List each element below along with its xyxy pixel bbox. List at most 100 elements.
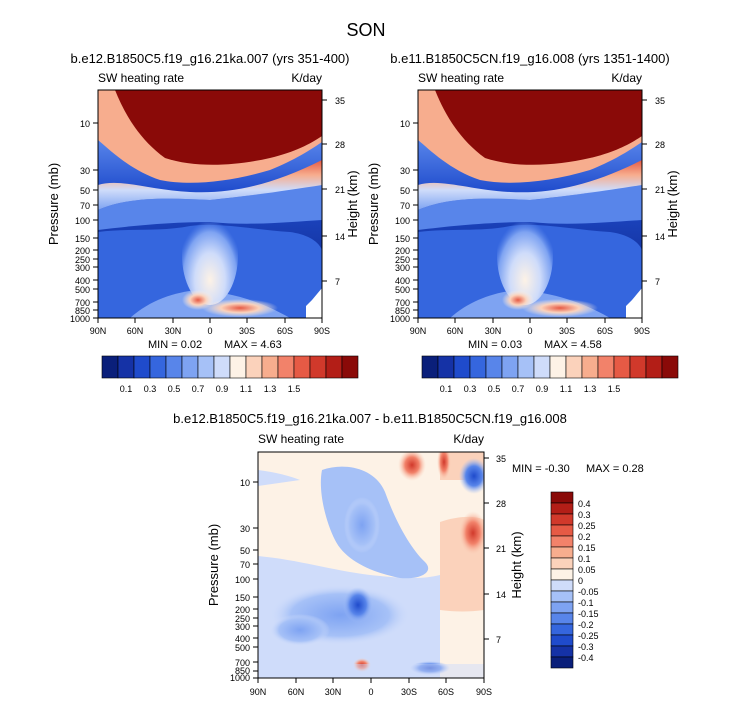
colorbar-swatch	[149, 355, 167, 379]
y-tick-label: 50	[240, 546, 250, 556]
panel-1: b.e12.B1850C5.f19_g16.21ka.007 (yrs 351-…	[46, 51, 360, 394]
colorbar-swatch	[629, 355, 647, 379]
panel-2-max: MAX = 4.58	[544, 339, 602, 351]
colorbar-label: -0.4	[578, 653, 594, 663]
x-tick-label: 30N	[485, 326, 502, 336]
colorbar-swatch	[293, 355, 311, 379]
colorbar-swatch	[550, 513, 574, 526]
y-tick-label: 300	[395, 263, 410, 273]
colorbar-label: 0.2	[578, 532, 591, 542]
x-tick-label: 90N	[250, 687, 267, 697]
panel-3-colorbar: 0.4 0.3 0.25 0.2 0.15 0.1 0.05 0 -0.05 -…	[550, 491, 599, 669]
panel-1-x-ticks: 90N 60N 30N 0 30S 60S 90S	[90, 318, 330, 336]
colorbar-swatch	[229, 355, 247, 379]
colorbar-swatch	[469, 355, 487, 379]
colorbar-swatch	[550, 524, 574, 537]
panel-2-title: b.e11.B1850C5CN.f19_g16.008 (yrs 1351-14…	[390, 51, 669, 66]
panel-2-y2-ticks: 35 28 21 14 7	[642, 96, 665, 287]
colorbar-label: -0.25	[578, 631, 599, 641]
x-tick-label: 60N	[288, 687, 305, 697]
colorbar-2-swatches	[421, 355, 679, 379]
y-tick-label: 500	[395, 285, 410, 295]
y2-tick-label: 21	[335, 185, 345, 195]
x-tick-label: 0	[527, 326, 532, 336]
panel-1-y2-ticks: 35 28 21 14 7	[322, 96, 345, 287]
panel-1-y-ticks: 10 30 50 70 100 150 200 250 300 400 500 …	[70, 119, 98, 324]
colorbar-label: 1.1	[560, 384, 573, 394]
y2-tick-label: 7	[655, 277, 660, 287]
colorbar-swatch	[550, 612, 574, 625]
y-tick-label: 70	[400, 201, 410, 211]
panel-2-x-ticks: 90N 60N 30N 0 30S 60S 90S	[410, 318, 650, 336]
panel-3-min: MIN = -0.30	[512, 463, 570, 475]
colorbar-label: 0.15	[578, 543, 596, 553]
y2-tick-label: 21	[496, 544, 506, 554]
colorbar-swatch	[550, 590, 574, 603]
y-tick-label: 200	[395, 246, 410, 256]
x-tick-label: 30N	[165, 326, 182, 336]
panel-2-colorbar: 0.1 0.3 0.5 0.7 0.9 1.1 1.3 1.5	[421, 355, 679, 394]
x-tick-label: 90S	[476, 687, 492, 697]
y-tick-label: 50	[400, 186, 410, 196]
panel-3-max: MAX = 0.28	[586, 463, 644, 475]
y-tick-label: 150	[235, 593, 250, 603]
colorbar-swatch	[181, 355, 199, 379]
x-tick-label: 0	[368, 687, 373, 697]
y-tick-label: 70	[80, 201, 90, 211]
panel-3-ylabel: Pressure (mb)	[206, 524, 221, 606]
colorbar-swatch	[550, 634, 574, 647]
colorbar-label: 0.5	[168, 384, 181, 394]
colorbar-label: 0.3	[578, 510, 591, 520]
panel-2-min: MIN = 0.03	[468, 339, 522, 351]
y-tick-label: 850	[395, 306, 410, 316]
y-tick-label: 850	[75, 306, 90, 316]
colorbar-swatch	[550, 645, 574, 658]
panel-2-right-label: K/day	[611, 71, 642, 85]
figure-title: SON	[346, 20, 385, 40]
colorbar-swatch	[485, 355, 503, 379]
colorbar-swatch	[550, 601, 574, 614]
colorbar-label: 0.3	[144, 384, 157, 394]
colorbar-swatch	[549, 355, 567, 379]
y-tick-label: 200	[235, 605, 250, 615]
y2-tick-label: 28	[496, 499, 506, 509]
colorbar-swatch	[661, 355, 679, 379]
y-tick-label: 100	[235, 575, 250, 585]
panel-2-field	[418, 90, 642, 318]
panel-2: b.e11.B1850C5CN.f19_g16.008 (yrs 1351-14…	[366, 51, 680, 394]
x-tick-label: 60S	[277, 326, 293, 336]
y-tick-label: 300	[75, 263, 90, 273]
colorbar-label: -0.1	[578, 598, 594, 608]
panel-3-y-ticks: 10 30 50 70 100 150 200 250 300 400 500 …	[230, 478, 258, 683]
panel-1-min: MIN = 0.02	[148, 339, 202, 351]
y-tick-label: 400	[395, 276, 410, 286]
y-tick-label: 1000	[390, 314, 410, 324]
y-tick-label: 70	[240, 560, 250, 570]
y2-tick-label: 14	[335, 232, 345, 242]
panel-2-y-ticks: 10 30 50 70 100 150 200 250 300 400 500 …	[390, 119, 418, 324]
colorbar-swatch	[533, 355, 551, 379]
colorbar-label: 0.1	[120, 384, 133, 394]
colorbar-swatch	[581, 355, 599, 379]
y-tick-label: 100	[395, 216, 410, 226]
y-tick-label: 850	[235, 666, 250, 676]
colorbar-swatch	[517, 355, 535, 379]
colorbar-swatch	[261, 355, 279, 379]
x-tick-label: 90S	[314, 326, 330, 336]
colorbar-label: 0.9	[536, 384, 549, 394]
y2-tick-label: 14	[655, 232, 665, 242]
colorbar-swatch	[309, 355, 327, 379]
y-tick-label: 30	[80, 166, 90, 176]
colorbar-swatch	[437, 355, 455, 379]
colorbar-label: -0.05	[578, 587, 599, 597]
y-tick-label: 150	[395, 234, 410, 244]
colorbar-swatch	[165, 355, 183, 379]
colorbar-label: 1.3	[264, 384, 277, 394]
panel-1-colorbar: 0.1 0.3 0.5 0.7 0.9 1.1 1.3 1.5	[101, 355, 359, 394]
panel-1-field	[98, 90, 322, 318]
colorbar-label: 1.3	[584, 384, 597, 394]
y2-tick-label: 35	[655, 96, 665, 106]
panel-3-x-ticks: 90N 60N 30N 0 30S 60S 90S	[250, 678, 492, 697]
y-tick-label: 50	[80, 186, 90, 196]
